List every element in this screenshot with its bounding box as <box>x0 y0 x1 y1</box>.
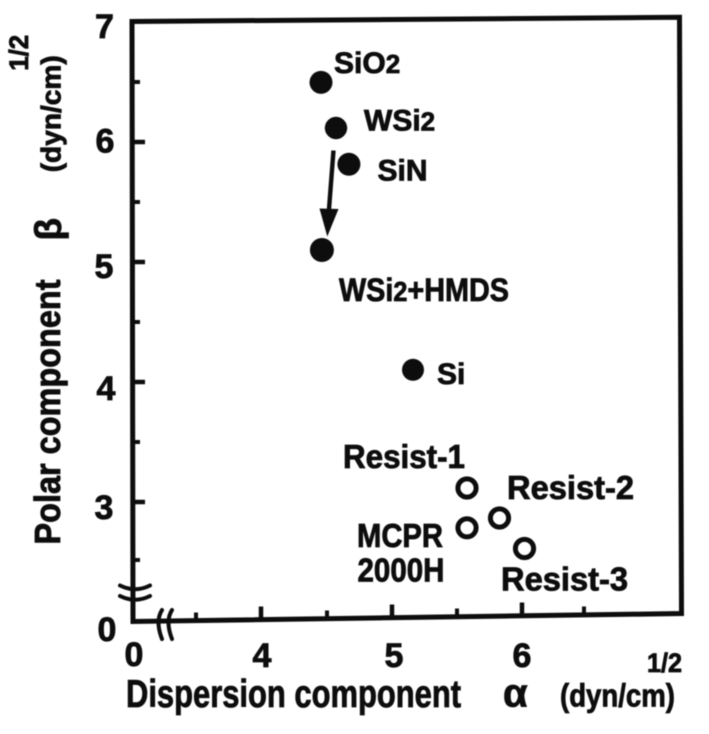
svg-text:0: 0 <box>98 611 117 649</box>
svg-text:α: α <box>503 672 528 716</box>
svg-text:0: 0 <box>125 636 144 674</box>
svg-text:Resist-1: Resist-1 <box>343 438 465 475</box>
svg-text:1/2: 1/2 <box>647 648 682 678</box>
svg-text:Polar component: Polar component <box>27 279 68 544</box>
svg-text:WSi2+HMDS: WSi2+HMDS <box>339 272 509 308</box>
svg-text:Si: Si <box>437 358 465 391</box>
svg-text:1/2: 1/2 <box>4 35 34 71</box>
svg-text:β: β <box>28 218 69 241</box>
svg-text:Dispersion component: Dispersion component <box>126 673 461 716</box>
svg-text:Resist-3: Resist-3 <box>501 561 628 598</box>
svg-text:SiN: SiN <box>378 155 428 188</box>
svg-text:WSi2: WSi2 <box>364 105 435 138</box>
svg-text:Resist-2: Resist-2 <box>507 469 634 506</box>
svg-text:SiO2: SiO2 <box>334 47 400 80</box>
svg-text:7: 7 <box>95 8 114 46</box>
svg-text:6: 6 <box>96 123 115 161</box>
svg-text:4: 4 <box>253 637 272 675</box>
svg-text:MCPR: MCPR <box>357 517 443 554</box>
svg-text:(dyn/cm): (dyn/cm) <box>36 55 67 172</box>
svg-text:6: 6 <box>513 637 532 675</box>
svg-text:5: 5 <box>385 637 404 675</box>
svg-text:3: 3 <box>95 489 114 527</box>
svg-text:(dyn/cm): (dyn/cm) <box>560 678 675 714</box>
svg-text:2000H: 2000H <box>358 552 445 589</box>
svg-text:4: 4 <box>97 370 116 408</box>
svg-text:5: 5 <box>95 248 114 286</box>
